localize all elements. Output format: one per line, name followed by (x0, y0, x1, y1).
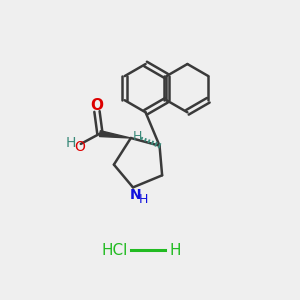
Text: O: O (91, 98, 103, 112)
Text: H: H (169, 243, 181, 258)
Text: H: H (65, 136, 76, 150)
Text: HCl: HCl (101, 243, 128, 258)
Text: N: N (130, 188, 141, 202)
Text: O: O (74, 140, 85, 154)
Text: H: H (133, 130, 142, 143)
Polygon shape (100, 131, 131, 138)
Text: H: H (139, 193, 148, 206)
